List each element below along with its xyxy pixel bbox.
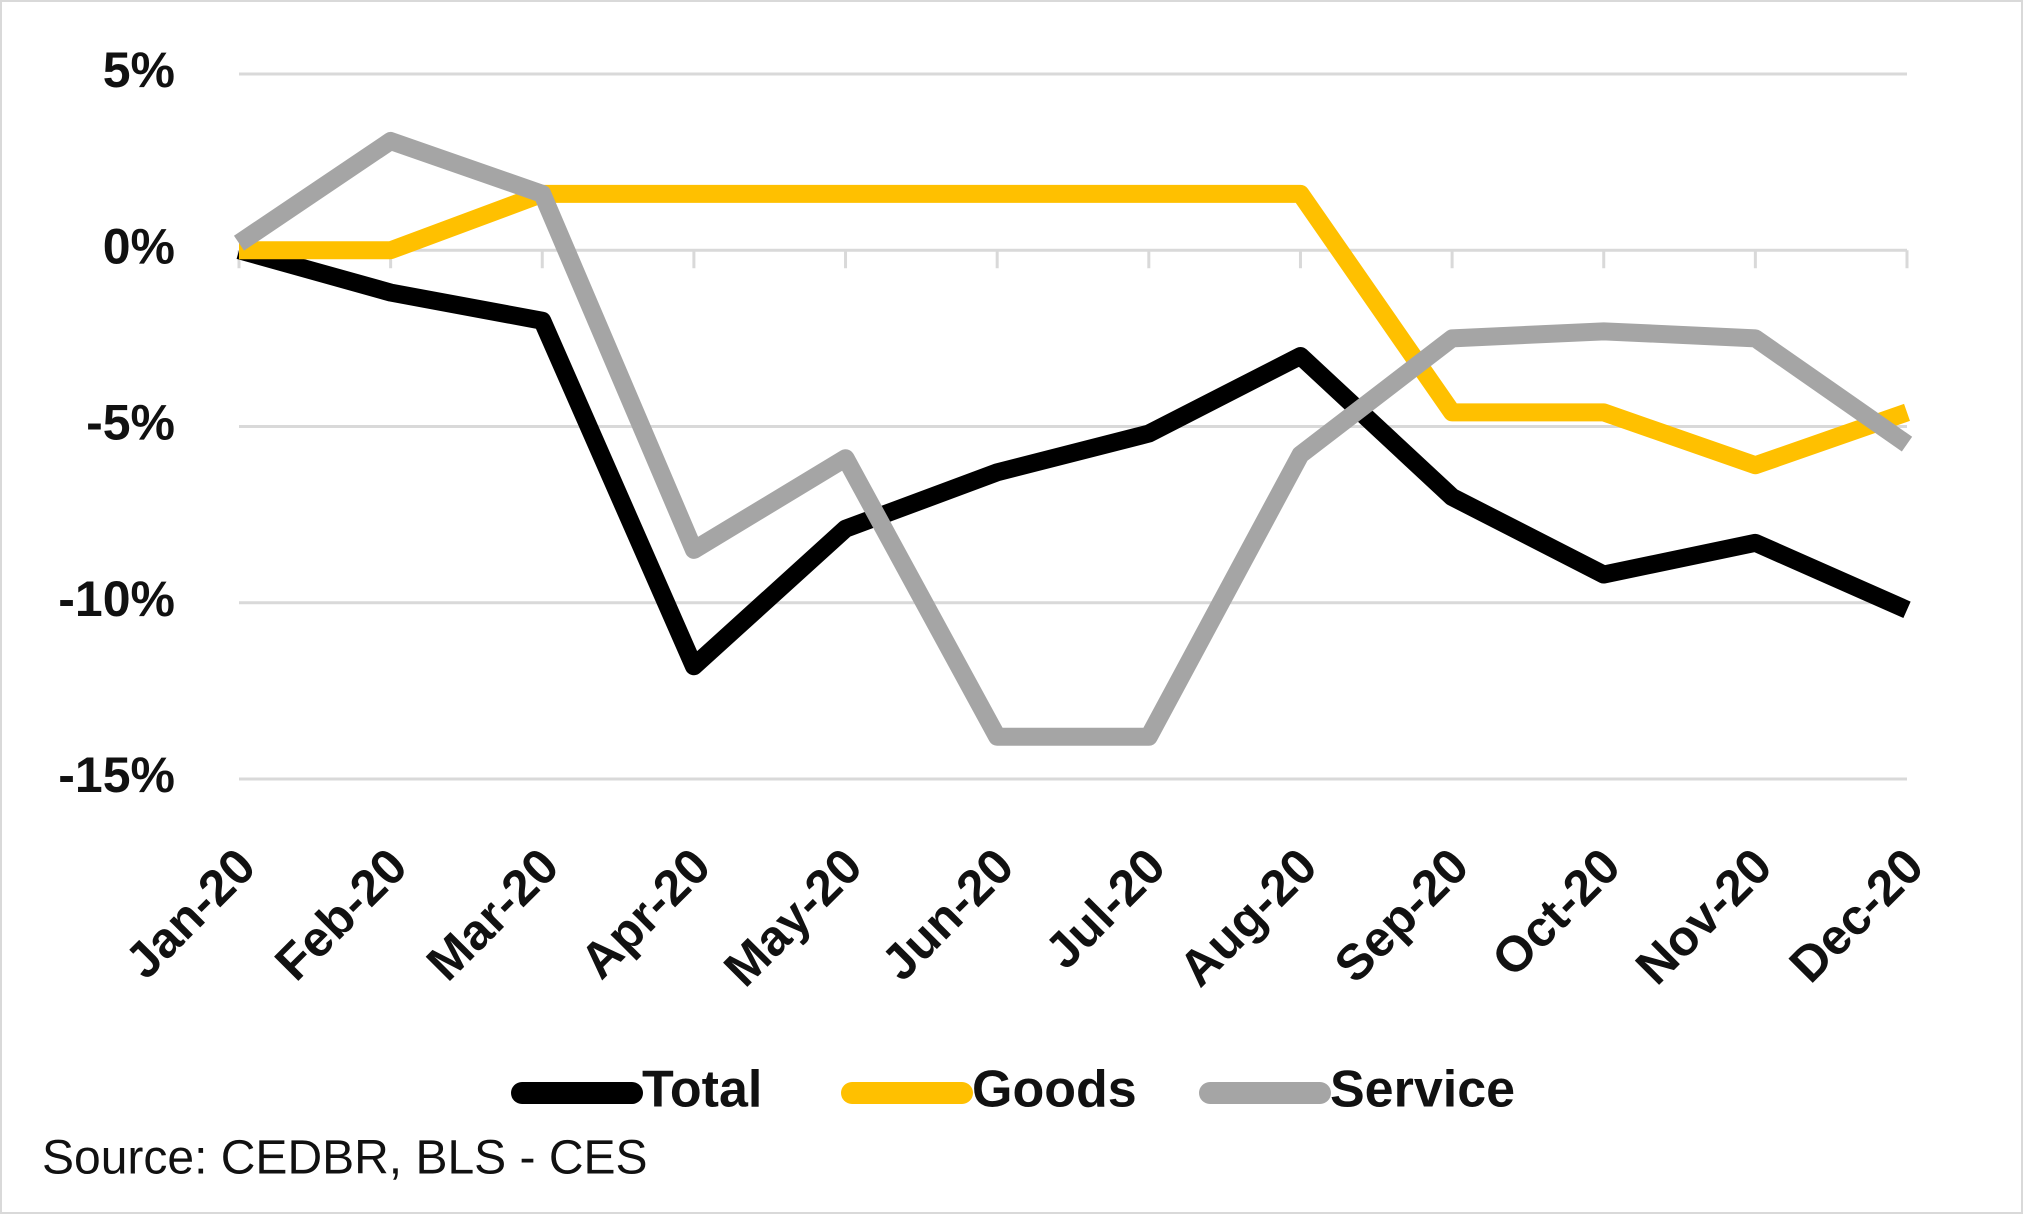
- y-tick-label: -15%: [58, 747, 175, 803]
- source-note: Source: CEDBR, BLS - CES: [42, 1132, 648, 1185]
- y-tick-label: 5%: [103, 42, 175, 98]
- y-tick-label: 0%: [103, 218, 175, 274]
- legend-label: Total: [642, 1061, 762, 1119]
- y-tick-label: -5%: [86, 395, 175, 451]
- legend-label: Service: [1330, 1061, 1515, 1119]
- data-line: [236, 241, 1911, 676]
- y-tick-label: -10%: [58, 571, 175, 627]
- legend-label: Goods: [972, 1061, 1137, 1119]
- data-line: [233, 131, 1913, 746]
- data-line: [239, 184, 1910, 475]
